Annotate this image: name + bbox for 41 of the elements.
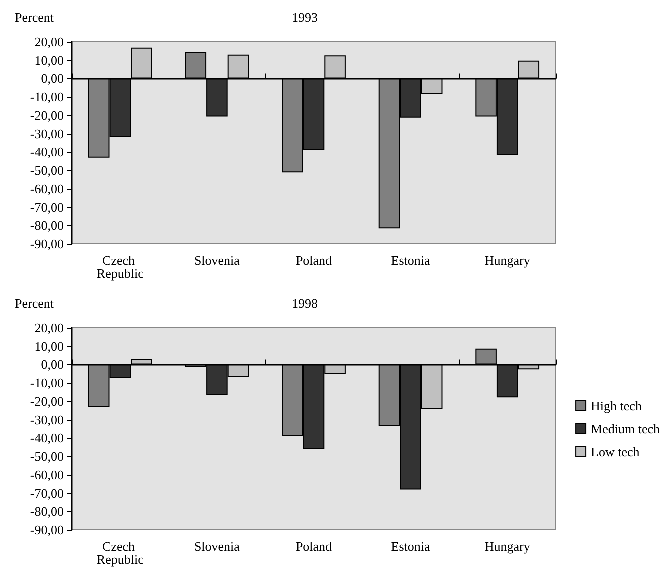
y-tick-label: -40,00 — [30, 144, 64, 160]
y-tick-label: -30,00 — [30, 412, 64, 428]
x-tick-label: Hungary — [484, 253, 531, 268]
y-tick-label: 0,00 — [41, 357, 64, 372]
y-tick-label: -60,00 — [30, 467, 64, 482]
x-tick-label: Hungary — [484, 539, 531, 554]
y-tick-label: -50,00 — [30, 163, 64, 178]
x-tick-label: Slovenia — [194, 253, 240, 268]
y-tick-label: -70,00 — [30, 486, 64, 501]
y-tick-label: -70,00 — [30, 200, 64, 215]
y-tick-label: -50,00 — [30, 449, 64, 464]
y-tick-label: -90,00 — [30, 236, 64, 252]
y-tick-label: -20,00 — [30, 108, 64, 123]
legend-label: Medium tech — [591, 422, 660, 436]
x-tick-label: Poland — [296, 253, 333, 268]
x-tick-label: Czech Republic — [96, 539, 144, 567]
y-tick-label: -60,00 — [30, 181, 64, 196]
chart-title: 1993 — [292, 10, 318, 25]
y-axis-title: Percent — [15, 10, 54, 25]
x-tick-label: Czech Republic — [96, 253, 144, 281]
x-tick-label: Slovenia — [194, 539, 240, 554]
chart-title: 1998 — [292, 296, 318, 311]
y-tick-label: -80,00 — [30, 218, 64, 234]
y-tick-label: -10,00 — [30, 376, 64, 391]
x-tick-label: Estonia — [391, 539, 431, 554]
y-axis-title: Percent — [15, 296, 54, 311]
y-tick-label: 10,00 — [34, 338, 64, 354]
x-tick-label: Poland — [296, 539, 333, 554]
y-tick-label: -40,00 — [30, 430, 64, 446]
y-tick-label: 20,00 — [34, 320, 64, 336]
y-tick-label: -90,00 — [30, 522, 64, 538]
legend-label: Low tech — [591, 444, 640, 460]
y-tick-label: -20,00 — [30, 394, 64, 409]
x-tick-label: Estonia — [391, 253, 431, 268]
y-tick-label: 20,00 — [34, 34, 64, 50]
y-tick-label: -10,00 — [30, 90, 64, 105]
y-tick-label: -30,00 — [30, 126, 64, 142]
y-tick-label: -80,00 — [30, 504, 64, 520]
y-tick-label: 0,00 — [41, 71, 64, 86]
y-tick-label: 10,00 — [34, 52, 64, 68]
legend-label: High tech — [591, 398, 642, 414]
